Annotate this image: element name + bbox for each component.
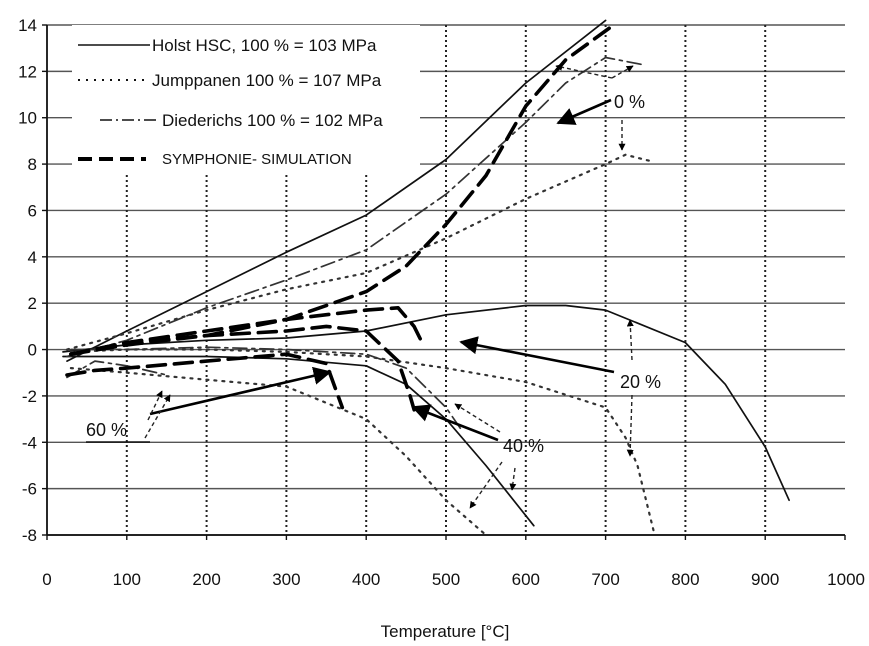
annotation-arrow: [411, 404, 499, 442]
x-tick-label: 200: [192, 570, 220, 589]
series-line: [69, 367, 487, 537]
y-tick-label: -2: [22, 387, 37, 406]
annotation-40-percent: 40 %: [503, 436, 544, 456]
annotation-pointer: [469, 461, 503, 509]
annotation-pointer: [555, 63, 613, 79]
annotation-arrow: [149, 366, 332, 416]
y-tick-label: -4: [22, 433, 37, 452]
annotation-pointer: [144, 394, 171, 439]
y-tick-label: 0: [28, 341, 37, 360]
series-line: [62, 355, 535, 527]
x-tick-label: 100: [113, 570, 141, 589]
legend-label-jumppanen: Jumppanen 100 % = 107 MPa: [152, 71, 382, 90]
legend-background: [72, 25, 420, 175]
y-tick-label: 10: [18, 109, 37, 128]
annotation-pointer: [626, 319, 634, 361]
x-tick-label: 500: [432, 570, 460, 589]
x-tick-label: 0: [42, 570, 51, 589]
x-tick-label: 400: [352, 570, 380, 589]
annotation-pointer: [626, 394, 634, 457]
series-line: [66, 56, 643, 358]
y-tick-label: 4: [28, 248, 37, 267]
y-tick-label: 12: [18, 62, 37, 81]
legend: Holst HSC, 100 % = 103 MPa Jumppanen 100…: [72, 25, 420, 175]
axes: [42, 24, 846, 540]
x-axis-label: Temperature [°C]: [381, 622, 510, 641]
series-line: [66, 360, 168, 379]
series-line: [65, 153, 655, 351]
y-tick-label: -6: [22, 480, 37, 499]
x-tick-label: 600: [512, 570, 540, 589]
legend-label-diederichs: Diederichs 100 % = 102 MPa: [162, 111, 383, 130]
annotation-pointer: [509, 467, 517, 491]
series-line: [66, 19, 607, 362]
annotation-arrows: [86, 63, 634, 509]
series-line: [69, 324, 416, 412]
x-tick-label: 700: [591, 570, 619, 589]
x-tick-label: 300: [272, 570, 300, 589]
annotation-20-percent: 20 %: [620, 372, 661, 392]
annotation-pointer: [147, 390, 163, 421]
y-tick-label: -8: [22, 526, 37, 545]
series-line: [70, 346, 463, 432]
y-tick-label: 2: [28, 294, 37, 313]
annotation-pointer: [454, 403, 501, 433]
series-layer: [62, 19, 790, 537]
annotations: 0 % 20 % 40 % 60 %: [86, 92, 661, 456]
series-line: [65, 352, 345, 410]
x-tick-label: 800: [671, 570, 699, 589]
annotation-0-percent: 0 %: [614, 92, 645, 112]
y-tick-labels: -8 -6 -4 -2 0 2 4 6 8 10 12 14: [18, 16, 37, 545]
annotation-60-percent: 60 %: [86, 420, 127, 440]
annotation-arrow: [556, 98, 612, 125]
legend-label-holst: Holst HSC, 100 % = 103 MPa: [152, 36, 377, 55]
y-tick-label: 6: [28, 201, 37, 220]
x-tick-label: 900: [751, 570, 779, 589]
y-tick-label: 8: [28, 155, 37, 174]
annotation-arrow: [459, 336, 615, 374]
x-tick-labels: 0 100 200 300 400 500 600 700 800 900 1000: [42, 570, 865, 589]
series-line: [62, 304, 790, 502]
x-tick-label: 1000: [827, 570, 865, 589]
y-tick-label: 14: [18, 16, 37, 35]
series-line: [69, 348, 655, 532]
legend-label-symphonie: SYMPHONIE- SIMULATION: [162, 151, 352, 168]
